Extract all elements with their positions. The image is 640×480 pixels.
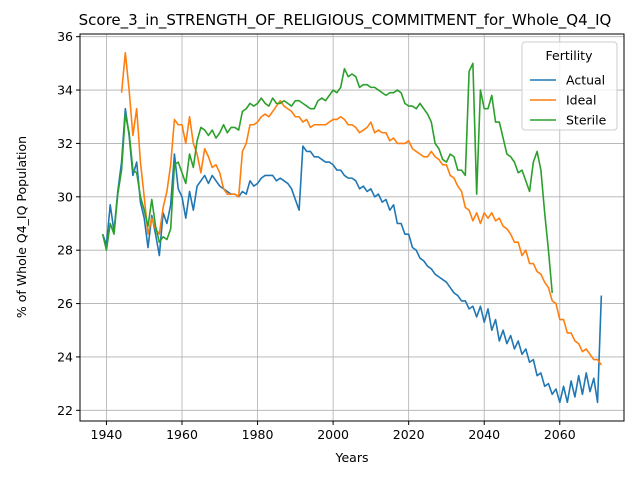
legend-label-ideal: Ideal [566,93,596,108]
legend-label-actual: Actual [566,73,605,88]
y-axis-ticks: 22 24 26 28 30 32 34 36 [57,29,80,418]
x-axis-label: Years [335,450,369,465]
x-tick-label: 1980 [242,427,274,442]
y-tick-label: 26 [57,296,73,311]
series-line-actual [101,107,603,404]
y-tick-label: 34 [57,83,73,98]
legend: Fertility Actual Ideal Sterile [521,41,618,131]
x-tick-label: 2020 [393,427,425,442]
y-axis-label: % of Whole Q4_IQ Population [14,136,29,318]
legend-items: Actual Ideal Sterile [530,73,607,128]
series-lines [101,51,603,404]
chart-title: Score_3_in_STRENGTH_OF_RELIGIOUS_COMMITM… [79,11,612,30]
y-tick-label: 36 [57,29,73,44]
legend-label-sterile: Sterile [566,113,607,128]
x-tick-label: 2040 [468,427,500,442]
x-tick-label: 2060 [544,427,576,442]
x-tick-label: 1960 [166,427,198,442]
legend-box [521,41,618,131]
y-tick-label: 22 [57,403,73,418]
legend-title: Fertility [546,48,594,63]
x-tick-label: 2000 [317,427,349,442]
y-tick-label: 28 [57,243,73,258]
series-line-ideal [120,51,602,366]
y-tick-label: 32 [57,136,73,151]
plot-area-frame [79,33,625,422]
x-tick-label: 1940 [91,427,123,442]
x-axis-ticks: 1940 1960 1980 2000 2020 2040 2060 [91,421,576,442]
series-line-sterile [101,62,554,293]
y-tick-label: 30 [57,189,73,204]
y-tick-label: 24 [57,349,73,364]
